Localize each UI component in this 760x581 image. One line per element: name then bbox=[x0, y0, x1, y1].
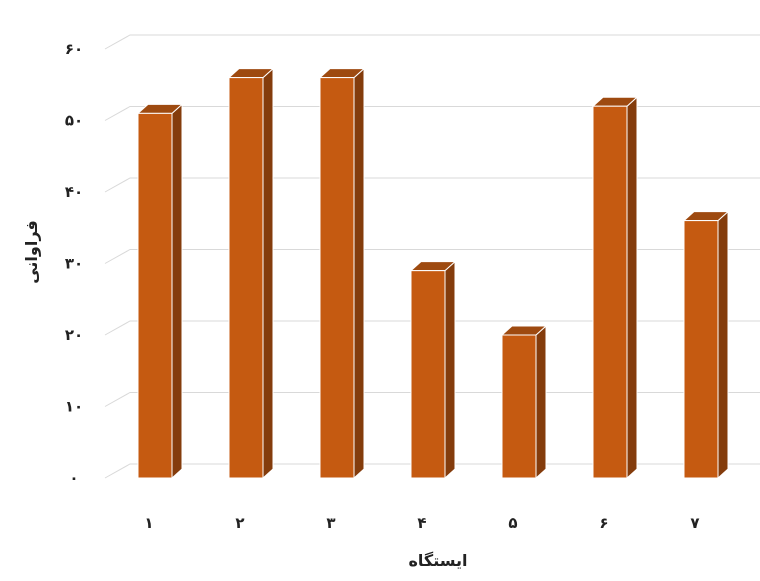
bar-front bbox=[592, 105, 628, 479]
gridlines bbox=[104, 34, 760, 479]
bar-side bbox=[717, 210, 729, 480]
bar-front bbox=[683, 220, 719, 479]
gridline bbox=[104, 320, 760, 336]
bars bbox=[136, 67, 730, 480]
y-tick-label: ۶۰ bbox=[65, 40, 83, 58]
y-tick-label: ۱۰ bbox=[65, 398, 83, 416]
y-tick-label: ۳۰ bbox=[65, 255, 83, 273]
gridline bbox=[104, 34, 760, 50]
x-category-label: ۱ bbox=[144, 514, 153, 532]
x-category-label: ۴ bbox=[417, 514, 426, 532]
bar-side bbox=[444, 260, 456, 480]
bar bbox=[500, 324, 548, 480]
y-axis-ticks: ۰ ۱۰ ۲۰ ۳۰ ۴۰ ۵۰ ۶۰ bbox=[65, 40, 83, 487]
bar-front bbox=[410, 270, 446, 479]
y-axis-title: فراوانی bbox=[22, 220, 41, 284]
bar bbox=[682, 210, 730, 480]
bar-front bbox=[228, 77, 264, 479]
bar-front bbox=[137, 112, 173, 479]
x-axis-title: ایستگاه bbox=[408, 551, 467, 570]
x-category-label: ۳ bbox=[326, 514, 335, 532]
x-category-label: ۵ bbox=[508, 514, 517, 532]
bar-front bbox=[319, 77, 355, 479]
bar-side bbox=[535, 324, 547, 480]
bar-side bbox=[262, 67, 274, 480]
x-category-label: ۶ bbox=[599, 514, 608, 532]
y-tick-label: ۵۰ bbox=[65, 112, 83, 130]
bar-front bbox=[501, 334, 537, 479]
gridline bbox=[104, 392, 760, 407]
bar-side bbox=[353, 67, 365, 480]
y-tick-label: ۰ bbox=[69, 469, 78, 487]
bar bbox=[591, 96, 639, 480]
x-axis-categories: ۱ ۲ ۳ ۴ ۵ ۶ ۷ bbox=[144, 514, 699, 532]
y-tick-label: ۴۰ bbox=[65, 183, 83, 201]
bar-side bbox=[171, 103, 183, 480]
x-category-label: ۷ bbox=[690, 514, 699, 532]
bar-side bbox=[626, 96, 638, 480]
gridline bbox=[104, 106, 760, 121]
y-tick-label: ۲۰ bbox=[65, 326, 83, 344]
bar bbox=[409, 260, 457, 480]
x-category-label: ۲ bbox=[235, 514, 244, 532]
gridline bbox=[104, 249, 760, 264]
bar bbox=[227, 67, 275, 480]
bar bbox=[136, 103, 184, 480]
gridline bbox=[104, 177, 760, 193]
gridline bbox=[104, 463, 760, 479]
bar bbox=[318, 67, 366, 480]
